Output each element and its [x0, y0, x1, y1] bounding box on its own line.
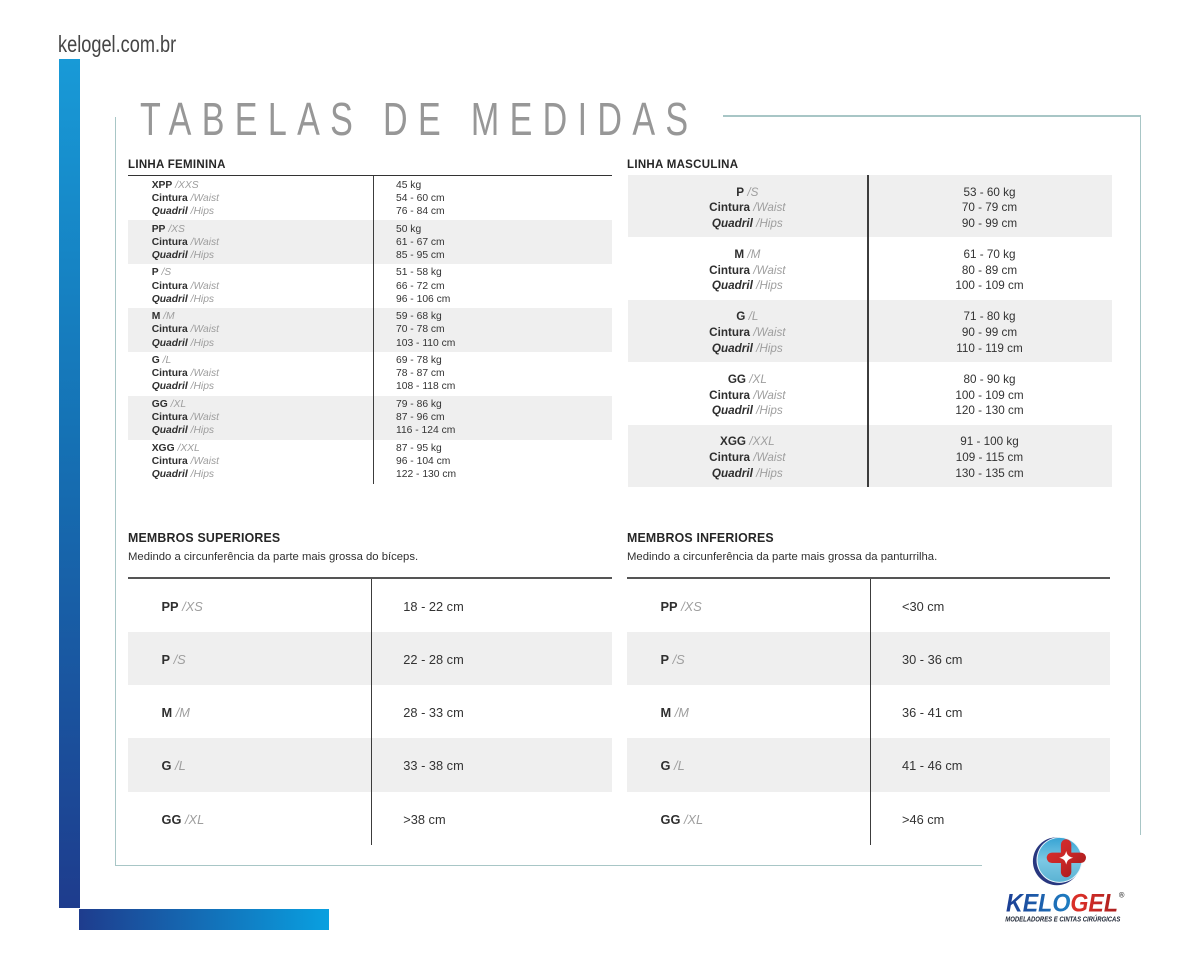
svg-text:®: ® — [1119, 891, 1125, 900]
svg-text:MODELADORES E CINTAS CIRÚRGICA: MODELADORES E CINTAS CIRÚRGICAS — [1005, 914, 1120, 923]
svg-text:KELOGEL: KELOGEL — [1006, 889, 1118, 917]
